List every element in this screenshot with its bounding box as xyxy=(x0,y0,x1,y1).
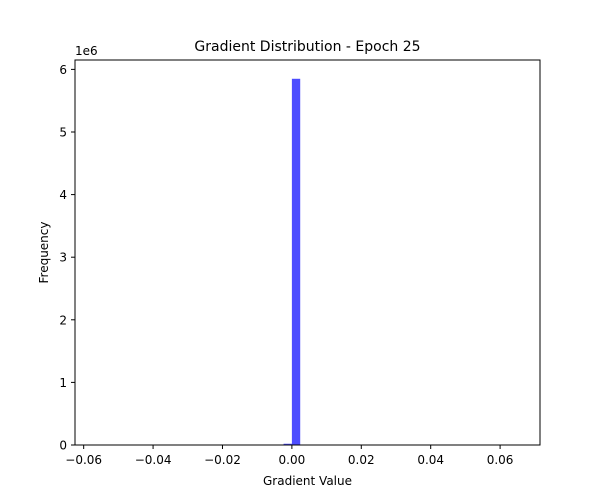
x-axis-label: Gradient Value xyxy=(263,474,352,488)
plot-area-frame xyxy=(74,59,541,446)
y-tick-label: 2 xyxy=(59,313,67,327)
y-tick-label: 4 xyxy=(59,188,67,202)
y-tick-label: 1 xyxy=(59,376,67,390)
y-tick-label: 3 xyxy=(59,251,67,265)
x-tick-label: −0.06 xyxy=(65,453,102,467)
x-tick-label: −0.02 xyxy=(204,453,241,467)
y-tick-label: 6 xyxy=(59,63,67,77)
x-tick-label: −0.04 xyxy=(135,453,172,467)
y-tick-label: 5 xyxy=(59,125,67,139)
x-tick-label: 0.02 xyxy=(348,453,375,467)
histogram-bar-1 xyxy=(291,78,301,445)
bars-layer xyxy=(283,78,301,445)
y-axis-label: Frequency xyxy=(37,222,51,284)
y-axis-offset-label: 1e6 xyxy=(75,44,98,58)
y-tick-label: 0 xyxy=(59,439,67,453)
x-tick-label: 0.06 xyxy=(487,453,514,467)
chart-title: Gradient Distribution - Epoch 25 xyxy=(194,39,420,55)
x-tick-label: 0.04 xyxy=(417,453,444,467)
histogram-bar-0 xyxy=(283,443,292,445)
x-tick-label: 0.00 xyxy=(279,453,306,467)
x-axis-ticks: −0.06 −0.04 −0.02 0.00 0.02 0.04 0.06 xyxy=(65,445,513,467)
y-axis-ticks: 0 1 2 3 4 5 6 xyxy=(59,63,75,453)
